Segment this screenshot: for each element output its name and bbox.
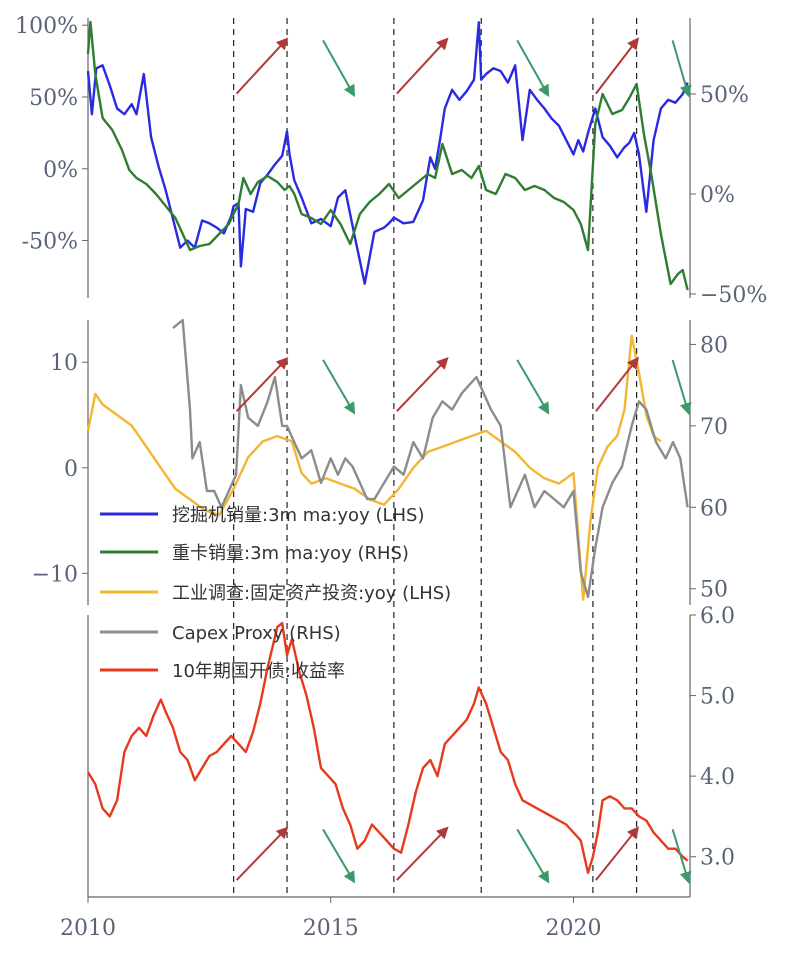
series-line-bottom-0 [86, 621, 689, 874]
left-tick-label-middle: 10 [50, 351, 78, 376]
down-trend-arrow [322, 39, 356, 98]
up-trend-arrow [595, 356, 640, 412]
down-trend-arrow [671, 359, 692, 416]
right-tick-label-bottom: 4.0 [700, 765, 735, 790]
series-line-middle-0 [86, 334, 662, 601]
down-trend-arrow [671, 40, 692, 98]
x-tick-label: 2015 [303, 916, 359, 941]
up-trend-arrow [235, 37, 289, 95]
legend-label-heavy-truck: 重卡销量:3m ma:yoy (RHS) [172, 543, 409, 564]
left-tick-label-top: 0% [43, 158, 78, 183]
chart-panels [87, 18, 691, 898]
legend-label-fixed-asset-investment: 工业调查:固定资产投资:yoy (LHS) [172, 583, 451, 604]
left-tick-label-top: 100% [15, 14, 78, 39]
legend-label-excavator: 挖掘机销量:3m ma:yoy (LHS) [172, 505, 424, 526]
right-tick-label-middle: 60 [700, 496, 728, 521]
up-trend-arrow [396, 357, 449, 412]
left-tick-label-top: -50% [22, 230, 78, 255]
axis-tick-labels: 100% 50% 0% -50% 50% 0% −50% 10 0 −10 80 70 60 506.0 5… [15, 14, 767, 941]
right-tick-label-middle: 80 [700, 333, 728, 358]
up-trend-arrow [595, 37, 640, 95]
right-tick-label-bottom: 5.0 [700, 685, 735, 710]
right-tick-label-middle: 70 [700, 415, 728, 440]
right-tick-label-bottom: 3.0 [700, 846, 735, 871]
left-tick-label-middle: 0 [64, 457, 78, 482]
right-tick-label-top: −50% [700, 283, 767, 308]
right-tick-label-middle: 50 [700, 578, 728, 603]
right-tick-label-top: 0% [700, 183, 735, 208]
down-trend-arrow [671, 829, 692, 884]
left-tick-label-top: 50% [29, 86, 78, 111]
up-trend-arrow [396, 37, 449, 95]
chart-series [86, 20, 689, 874]
down-trend-arrow [322, 359, 356, 415]
right-tick-label-top: 50% [700, 83, 749, 108]
down-trend-arrow [516, 828, 550, 884]
series-line-middle-1 [172, 318, 689, 599]
up-trend-arrow [235, 826, 289, 881]
series-line-top-1 [86, 20, 689, 291]
up-trend-arrow [396, 826, 449, 881]
series-line-top-0 [86, 21, 689, 285]
x-tick-label: 2010 [60, 916, 116, 941]
up-trend-arrow [595, 826, 640, 881]
trend-arrows [235, 37, 692, 884]
down-trend-arrow [322, 828, 356, 884]
down-trend-arrow [516, 359, 550, 415]
up-trend-arrow [235, 357, 289, 412]
legend-label-bond-yield: 10年期国开债:收益率 [172, 661, 345, 682]
x-tick-label: 2020 [545, 916, 601, 941]
left-tick-label-middle: −10 [32, 562, 78, 587]
chart-legend: 挖掘机销量:3m ma:yoy (LHS) 重卡销量:3m ma:yoy (RH… [100, 505, 451, 682]
down-trend-arrow [516, 39, 550, 98]
right-tick-label-bottom: 6.0 [700, 604, 735, 629]
legend-label-capex-proxy: Capex Proxy (RHS) [172, 623, 341, 644]
